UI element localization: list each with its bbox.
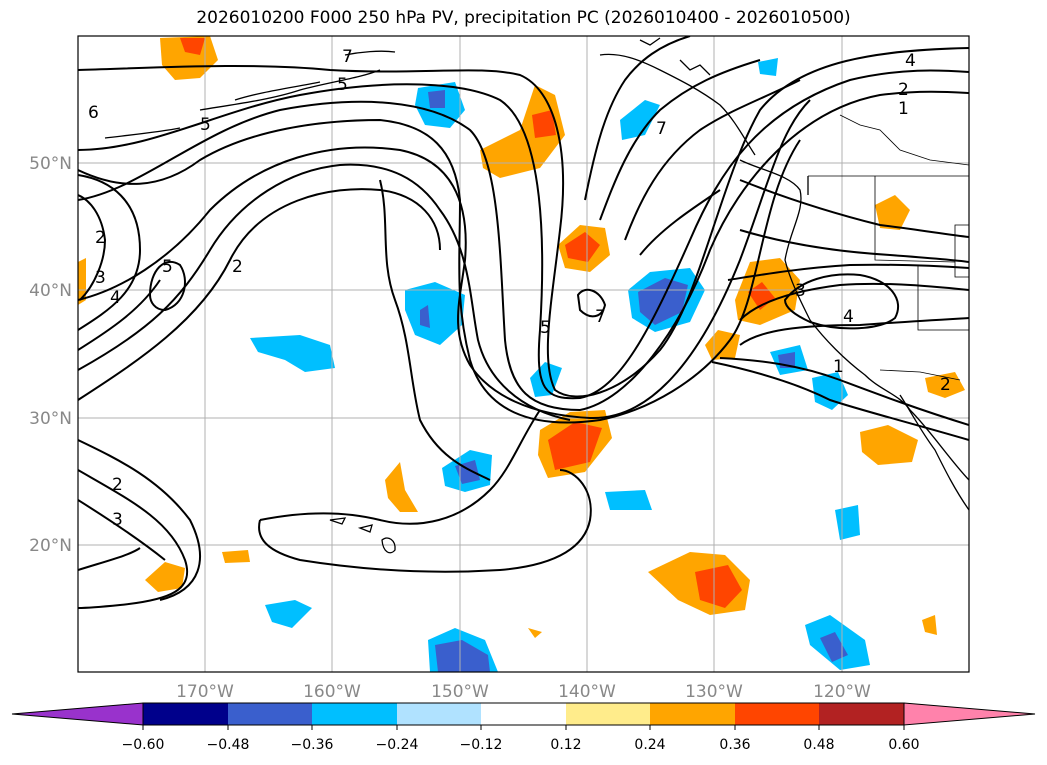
precip-positive-area <box>480 85 565 178</box>
precip-negative-area <box>835 505 860 540</box>
svg-text:2: 2 <box>898 80 909 100</box>
colorbar-swatch <box>566 703 650 725</box>
colorbar-tick-label: 0.36 <box>719 737 750 753</box>
precip-positive-area <box>160 36 218 80</box>
svg-text:1: 1 <box>833 357 844 377</box>
svg-text:7: 7 <box>595 307 606 327</box>
lon-label: 130°W <box>685 682 743 702</box>
svg-text:3: 3 <box>795 281 806 301</box>
precip-negative-area <box>265 600 312 628</box>
svg-text:5: 5 <box>200 115 211 135</box>
map-title: 2026010200 F000 250 hPa PV, precipitatio… <box>196 8 851 28</box>
colorbar-tick-label: −0.36 <box>291 737 334 753</box>
precip-negative-core <box>820 632 848 662</box>
precip-positive-core <box>565 232 600 262</box>
precip-positive-area <box>925 372 965 398</box>
political-borders <box>808 114 969 381</box>
precip-negative-area <box>620 100 660 140</box>
lon-label: 160°W <box>303 682 361 702</box>
colorbar-ticks <box>142 725 905 730</box>
lon-label: 170°W <box>176 682 234 702</box>
precip-positive-core <box>180 38 205 55</box>
precip-negative-area <box>758 58 778 76</box>
colorbar-swatch <box>481 703 566 725</box>
colorbar-swatch <box>819 703 904 725</box>
precip-positive-core <box>548 422 602 470</box>
precip-positive-area <box>145 562 185 592</box>
lon-labels: 170°W 160°W 150°W 140°W 130°W 120°W <box>176 682 871 702</box>
lon-label: 150°W <box>431 682 489 702</box>
lat-label: 40°N <box>29 281 72 301</box>
svg-text:2: 2 <box>95 228 106 248</box>
precip-positive-area <box>78 258 86 305</box>
precip-negative-area <box>812 372 848 410</box>
contour-labels: 4 2 1 7 5 3 5 2 3 4 2 2 3 6 5 5 7 4 1 2 … <box>88 47 951 530</box>
svg-text:5: 5 <box>162 257 173 277</box>
precip-positive-area <box>875 195 910 230</box>
lat-label: 50°N <box>29 154 72 174</box>
colorbar-tick-label: −0.60 <box>122 737 165 753</box>
precip-shading <box>78 36 965 672</box>
colorbar-tick-label: 0.12 <box>550 737 581 753</box>
colorbar-extend-high <box>903 702 1036 726</box>
colorbar: −0.60 −0.48 −0.36 −0.24 −0.12 0.12 0.24 … <box>11 702 1036 753</box>
colorbar-swatch <box>650 703 735 725</box>
svg-text:7: 7 <box>342 47 353 67</box>
lat-labels: 50°N 40°N 30°N 20°N <box>29 154 72 556</box>
colorbar-tick-label: −0.12 <box>460 737 503 753</box>
precip-positive-core <box>532 110 556 138</box>
colorbar-swatch <box>397 703 481 725</box>
precip-negative-core <box>428 90 445 108</box>
coastlines <box>104 37 969 554</box>
colorbar-tick-label: 0.48 <box>803 737 834 753</box>
svg-text:1: 1 <box>898 99 909 119</box>
precip-positive-area <box>528 628 542 638</box>
colorbar-swatch <box>312 703 397 725</box>
lon-label: 140°W <box>558 682 616 702</box>
svg-text:7: 7 <box>656 119 667 139</box>
precip-negative-core <box>420 305 430 328</box>
colorbar-tick-label: −0.48 <box>207 737 250 753</box>
svg-text:2: 2 <box>940 375 951 395</box>
lat-label: 20°N <box>29 536 72 556</box>
svg-text:4: 4 <box>905 51 916 71</box>
pv-contours <box>78 36 969 609</box>
precip-positive-area <box>385 462 418 512</box>
precip-positive-area <box>222 550 250 563</box>
svg-text:4: 4 <box>843 307 854 327</box>
lat-label: 30°N <box>29 409 72 429</box>
plot-frame <box>77 35 970 673</box>
precip-positive-core <box>695 565 742 608</box>
colorbar-extend-low <box>11 702 144 726</box>
precip-positive-area <box>860 425 918 465</box>
colorbar-tick-label: −0.24 <box>376 737 419 753</box>
svg-text:3: 3 <box>112 510 123 530</box>
precip-negative-area <box>250 335 335 372</box>
precip-negative-core <box>435 640 490 672</box>
svg-text:6: 6 <box>88 103 99 123</box>
svg-text:2: 2 <box>112 475 123 495</box>
svg-text:4: 4 <box>110 288 121 308</box>
svg-text:3: 3 <box>95 268 106 288</box>
precip-negative-area <box>405 282 465 345</box>
colorbar-tick-label: 0.24 <box>634 737 665 753</box>
lon-label: 120°W <box>813 682 871 702</box>
colorbar-swatch <box>143 703 228 725</box>
colorbar-tick-label: 0.60 <box>888 737 919 753</box>
svg-text:5: 5 <box>540 318 551 338</box>
colorbar-swatch <box>735 703 819 725</box>
precip-negative-area <box>605 490 652 510</box>
svg-text:2: 2 <box>232 257 243 277</box>
precip-positive-area <box>922 615 937 635</box>
svg-text:5: 5 <box>337 75 348 95</box>
map-gridlines <box>78 36 969 672</box>
colorbar-swatch <box>228 703 312 725</box>
